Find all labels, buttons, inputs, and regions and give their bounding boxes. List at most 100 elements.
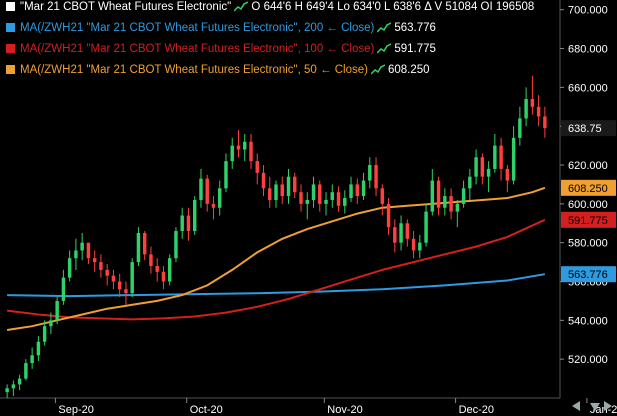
y-tick-label: 580.000 bbox=[568, 238, 608, 250]
candle-body bbox=[311, 184, 316, 200]
candle-body bbox=[36, 341, 41, 356]
candle-body bbox=[511, 137, 516, 181]
ohlc-volume: 51084 bbox=[445, 1, 478, 13]
candle-body bbox=[324, 199, 328, 204]
ohlc-delta-label: Δ bbox=[424, 1, 432, 13]
candle-body bbox=[61, 277, 66, 301]
y-tick-label: 620.000 bbox=[568, 160, 608, 172]
candle-body bbox=[524, 99, 528, 119]
legend-ma50: MA(/ZWH21 "Mar 21 CBOT Wheat Futures Ele… bbox=[6, 63, 430, 77]
x-tick-label: Dec-20 bbox=[459, 404, 494, 416]
candle-body bbox=[536, 106, 541, 117]
candle-body bbox=[430, 180, 435, 212]
candle-body bbox=[136, 232, 141, 263]
candle-body bbox=[111, 275, 116, 282]
candle-body bbox=[74, 250, 78, 259]
ma200-value-tag: 563.776 bbox=[568, 269, 608, 281]
last-price-tag-bg bbox=[561, 120, 616, 137]
candle-body bbox=[486, 168, 491, 177]
legend-ma100-swatch bbox=[6, 44, 15, 53]
candle-body bbox=[236, 145, 241, 150]
x-tick-label: Nov-20 bbox=[327, 404, 362, 416]
candle-body bbox=[142, 232, 147, 255]
candle-body bbox=[205, 178, 209, 204]
candle-body bbox=[368, 165, 372, 181]
ohlc-high: 649'4 bbox=[306, 1, 334, 13]
candle-body bbox=[117, 281, 122, 290]
candle-body bbox=[192, 199, 197, 232]
legend-ma100-name: MA(/ZWH21 "Mar 21 CBOT Wheat Futures Ele… bbox=[20, 43, 375, 55]
candle-body bbox=[155, 265, 159, 272]
candle-body bbox=[224, 161, 228, 189]
candle-body bbox=[186, 215, 191, 232]
ohlc-oi-label: OI bbox=[480, 1, 493, 13]
legend-price-swatch bbox=[6, 2, 15, 11]
y-tick-label: 520.000 bbox=[568, 354, 608, 366]
candle-body bbox=[293, 176, 297, 193]
ohlc-open-label: O bbox=[251, 1, 261, 13]
candle-body bbox=[380, 188, 385, 204]
candle-body bbox=[355, 184, 360, 197]
candle-body bbox=[318, 184, 322, 204]
x-tick-label: Sep-20 bbox=[58, 404, 93, 416]
candle-body bbox=[255, 161, 259, 173]
candle-body bbox=[449, 196, 453, 212]
legend-ma100: MA(/ZWH21 "Mar 21 CBOT Wheat Futures Ele… bbox=[6, 42, 436, 56]
candle-body bbox=[274, 184, 278, 200]
legend-ma50-name: MA(/ZWH21 "Mar 21 CBOT Wheat Futures Ele… bbox=[20, 64, 368, 76]
candle-body bbox=[199, 178, 203, 200]
candle-body bbox=[468, 176, 472, 189]
candle-body bbox=[443, 196, 447, 208]
candle-body bbox=[480, 157, 485, 177]
legend-ma100-value: 591.775 bbox=[394, 43, 436, 55]
candle-body bbox=[17, 378, 22, 385]
scroll-left-icon[interactable] bbox=[572, 401, 580, 411]
ohlc-high-label: H bbox=[294, 1, 303, 13]
candle-body bbox=[124, 289, 128, 294]
y-tick-label: 540.000 bbox=[568, 315, 608, 327]
legend-ma200-swatch bbox=[6, 23, 15, 32]
legend-ma200-name: MA(/ZWH21 "Mar 21 CBOT Wheat Futures Ele… bbox=[20, 22, 375, 34]
candle-body bbox=[180, 215, 184, 232]
ohlc-last: 638'6 bbox=[393, 1, 422, 13]
ma-line-50 bbox=[6, 186, 546, 331]
y-tick-label: 680.000 bbox=[568, 44, 608, 56]
candle-body bbox=[305, 199, 309, 204]
ma100-value-tag-bg bbox=[561, 211, 616, 228]
candle-body bbox=[280, 184, 284, 197]
ma-line-200 bbox=[7, 273, 546, 298]
ma50-value-tag-bg bbox=[561, 179, 616, 196]
candle-body bbox=[286, 176, 291, 197]
candle-body bbox=[24, 363, 28, 379]
y-tick-label: 700.000 bbox=[568, 5, 608, 17]
candle-body bbox=[436, 180, 441, 208]
ma200-value-tag-bg bbox=[561, 266, 616, 283]
y-tick-label: 600.000 bbox=[568, 199, 608, 211]
candle-body bbox=[455, 203, 460, 212]
legend-ma200-value: 563.776 bbox=[394, 22, 436, 34]
ma100-value-tag: 591.775 bbox=[568, 215, 608, 227]
legend-ma50-swatch bbox=[6, 65, 15, 74]
last-price-tag: 638.75 bbox=[568, 123, 602, 135]
scroll-right-icon[interactable] bbox=[604, 401, 612, 411]
candle-body bbox=[80, 242, 84, 251]
candle-body bbox=[349, 184, 353, 199]
candle-body bbox=[411, 238, 416, 251]
legend-ma50-value: 608.250 bbox=[387, 64, 430, 76]
ohlc-volume-label: V bbox=[434, 1, 443, 13]
candle-body bbox=[405, 223, 410, 239]
ohlc-open: 644'6 bbox=[263, 1, 292, 13]
candle-body bbox=[418, 242, 422, 251]
scroll-down-icon[interactable] bbox=[590, 403, 600, 411]
candle-body bbox=[530, 99, 535, 107]
legend-price-title: "Mar 21 CBOT Wheat Futures Electronic" bbox=[20, 1, 232, 13]
mini-chart-icon bbox=[370, 64, 386, 75]
candle-body bbox=[474, 157, 478, 177]
candle-body bbox=[374, 165, 378, 189]
mini-chart-icon bbox=[376, 22, 392, 33]
candle-body bbox=[92, 258, 97, 263]
candle-body bbox=[386, 203, 391, 228]
ohlc-last-label: L bbox=[384, 1, 391, 13]
candle-body bbox=[336, 192, 341, 206]
